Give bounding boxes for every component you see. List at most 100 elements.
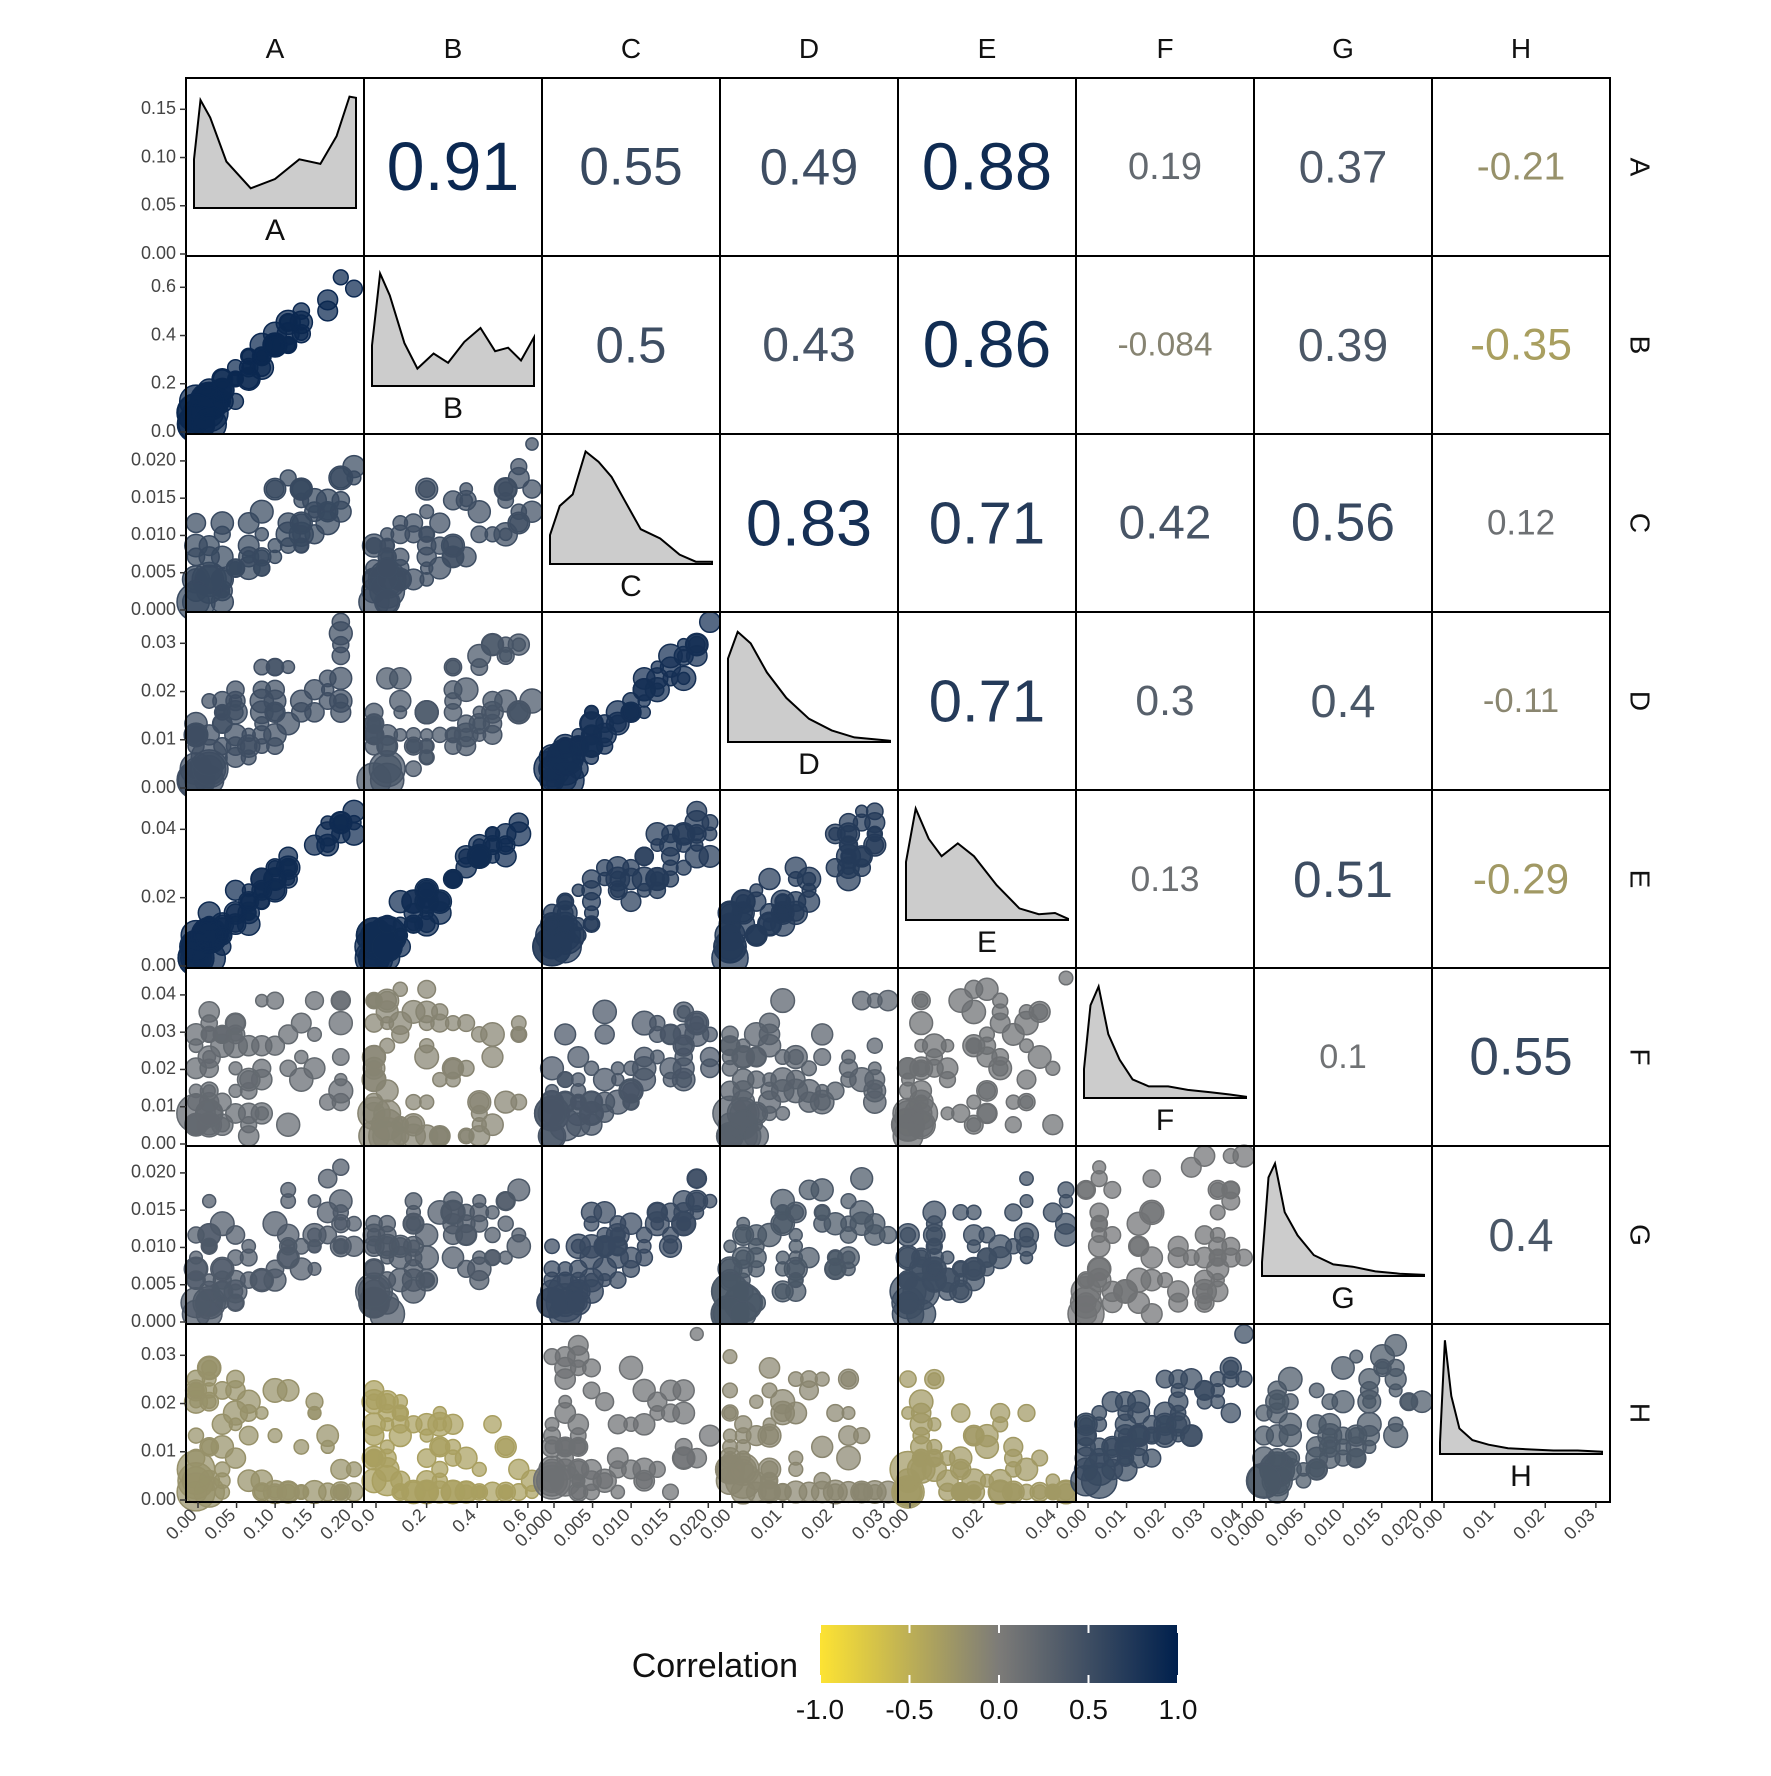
scatter-point [388,1423,412,1448]
panel-c-c: C [541,433,721,613]
scatter-point [936,1469,959,1493]
scatter-point [735,893,751,910]
scatter-point [729,1300,757,1328]
scatter-point [441,1246,465,1269]
scatter-point [1345,1447,1367,1469]
scatter-point [865,802,884,821]
panel-c-h: 0.12 [1431,433,1611,613]
panel-c-e: 0.71 [897,433,1077,613]
scatter-point [417,480,436,499]
y-tick-label-c: 0.020 [131,450,176,470]
scatter-point [318,669,337,688]
scatter-point [896,1057,920,1080]
scatter-point [345,1461,363,1478]
scatter-point [992,992,1009,1009]
correlation-label: 0.55 [1469,1028,1572,1087]
scatter-point [672,1057,695,1080]
scatter-point [496,1437,515,1457]
scatter-point [788,1239,804,1254]
scatter-point [417,979,437,999]
scatter-point [211,1258,233,1280]
scatter-point [698,610,722,634]
scatter-point [201,1193,217,1209]
row-strip-label-d: D [1625,691,1656,711]
panel-d-c [533,610,722,800]
row-strip-label-e: E [1625,870,1656,889]
scatter-point [579,734,604,759]
panel-f-e [890,967,1077,1152]
scatter-point [839,1226,858,1244]
column-strip-label-g: G [1332,33,1354,64]
density-variable-label: B [443,392,463,425]
scatter-point [332,269,349,286]
scatter-point [1127,1291,1151,1315]
scatter-point [342,821,366,846]
density-variable-label: C [620,570,642,603]
scatter-point [686,1447,708,1469]
scatter-point [419,504,435,520]
scatter-point [543,1260,561,1278]
scatter-point [197,1356,221,1380]
panel-background [898,612,1076,790]
y-tick-label-d: 0.01 [141,729,176,749]
legend-tick-label: 0.5 [1069,1694,1108,1725]
scatter-point [1101,1390,1124,1413]
scatter-point [418,749,435,766]
y-tick-label-f: 0.04 [141,984,176,1004]
y-tick-label-a: 0.10 [141,146,176,166]
panel-background [1254,790,1432,968]
scatter-point [966,1239,981,1254]
panel-background [1254,256,1432,434]
scatter-point [265,991,285,1010]
scatter-point [1384,1333,1408,1357]
scatter-point [294,326,309,341]
scatter-point [775,1105,791,1121]
scatter-point [510,457,528,476]
x-tick-label-d: 0.01 [747,1505,786,1544]
density-curve [549,449,713,565]
scatter-point [215,705,230,720]
scatter-point [1114,1435,1137,1459]
scatter-point [200,1382,218,1399]
y-tick-label-b: 0.4 [151,324,176,344]
scatter-point [909,1010,934,1036]
scatter-point [444,1014,462,1032]
scatter-point [253,559,271,577]
panel-background [1254,612,1432,790]
scatter-point [331,990,351,1011]
scatter-point [1019,1095,1034,1110]
scatter-point [289,477,314,501]
scatter-point [418,881,436,899]
panel-background [542,256,720,434]
scatter-point [240,749,257,766]
scatter-point [333,1216,348,1231]
y-tick-label-c: 0.000 [131,599,176,619]
scatter-point [758,1023,781,1046]
scatter-point [469,1202,490,1223]
scatter-point [965,1260,983,1278]
y-tick-label-f: 0.00 [141,1133,176,1153]
scatter-point [195,921,224,950]
scatter-point [444,1449,462,1467]
scatter-point [689,1326,704,1342]
x-tick-label-a: 0.15 [278,1505,317,1544]
scatter-point [188,1038,204,1054]
scatter-point [304,990,325,1011]
scatter-point [441,1200,465,1225]
y-tick-label-g: 0.010 [131,1236,176,1256]
scatter-point [898,1081,918,1101]
panel-e-g: 0.51 [1253,789,1433,969]
panel-d-e: 0.71 [897,611,1077,791]
scatter-point [676,637,691,652]
scatter-point [723,1239,737,1254]
scatter-point [773,1403,792,1423]
scatter-point [365,1393,383,1411]
scatter-point [388,667,412,690]
scatter-point [788,1272,804,1288]
scatter-point [361,1067,387,1093]
panel-background [720,434,898,612]
density-variable-label: A [265,214,285,247]
panel-b-a [176,255,365,444]
